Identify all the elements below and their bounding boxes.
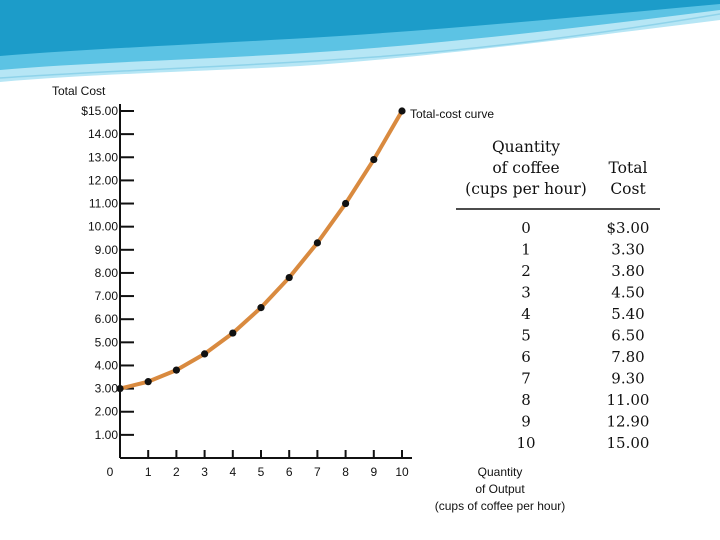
table-cell-quantity: 4 <box>521 305 531 323</box>
y-tick-label: 8.00 <box>95 266 119 280</box>
y-tick-label: 6.00 <box>95 312 119 326</box>
table-cell-quantity: 6 <box>521 348 531 366</box>
table-cell-total-cost: 3.80 <box>611 262 644 280</box>
data-point <box>313 239 321 247</box>
data-points <box>116 107 406 393</box>
table-cell-quantity: 0 <box>521 219 531 237</box>
y-tick-label: 13.00 <box>88 150 118 164</box>
table-cell-total-cost: 5.40 <box>611 305 644 323</box>
x-tick-label: 1 <box>145 465 152 479</box>
curve-annotation: Total-cost curve <box>410 107 494 121</box>
y-tick-label: 11.00 <box>89 197 118 211</box>
y-tick-label: 9.00 <box>95 243 119 257</box>
y-tick-label: 3.00 <box>95 382 119 396</box>
x-tick-label: 9 <box>370 465 377 479</box>
x-axis-label: Quantity of Output (cups of coffee per hou… <box>435 465 566 513</box>
data-point <box>144 378 152 386</box>
data-point <box>116 385 124 393</box>
table-header-total-cost: Cost <box>610 180 646 198</box>
x-tick-label: 3 <box>201 465 208 479</box>
cost-table: Quantity of coffee (cups per hour) Total Cos… <box>456 138 660 452</box>
table-cell-total-cost: 9.30 <box>611 370 644 388</box>
table-cell-total-cost: 12.90 <box>607 413 650 431</box>
slide-banner <box>0 0 720 82</box>
y-tick-label: 4.00 <box>95 358 119 372</box>
table-cell-quantity: 8 <box>521 391 531 409</box>
table-cell-total-cost: 15.00 <box>607 434 650 452</box>
x-axis-label-line: (cups of coffee per hour) <box>435 499 566 513</box>
x-tick-label: 0 <box>107 465 114 479</box>
x-tick-label: 2 <box>173 465 180 479</box>
data-point <box>285 273 293 282</box>
y-axis-label: Total Cost <box>52 84 106 98</box>
banner-wave-line <box>0 13 720 79</box>
data-point <box>398 107 406 115</box>
x-tick-label: 5 <box>258 465 265 479</box>
data-point <box>172 366 180 374</box>
y-tick-label: 7.00 <box>95 289 119 303</box>
y-tick-label: 5.00 <box>95 335 119 349</box>
x-tick-label: 8 <box>342 465 349 479</box>
x-tick-label: 10 <box>395 465 409 479</box>
axes <box>119 104 412 459</box>
y-tick-label: 1.00 <box>95 428 119 442</box>
y-tick-label: $15.00 <box>81 104 118 118</box>
data-point <box>257 304 265 312</box>
table-cell-quantity: 5 <box>521 327 531 345</box>
table-cell-quantity: 3 <box>521 284 531 302</box>
x-tick-label: 4 <box>229 465 236 479</box>
table-cell-quantity: 7 <box>521 370 531 388</box>
table-header-total-cost: Total <box>609 159 648 177</box>
table-cell-total-cost: 6.50 <box>611 327 644 345</box>
y-tick-label: 14.00 <box>88 127 118 141</box>
x-axis-label-line: Quantity <box>478 465 523 479</box>
y-ticks: 1.00 2.00 3.00 4.00 5.00 6.00 7.00 8.00 9.00 10.0… <box>81 104 134 442</box>
table-cell-total-cost: 4.50 <box>611 284 644 302</box>
x-ticks: 0 1 2 3 4 5 6 7 8 9 10 <box>107 450 409 479</box>
table-cell-total-cost: 3.30 <box>611 241 644 259</box>
table-header-quantity: Quantity <box>492 138 560 156</box>
table-cell-total-cost: 7.80 <box>611 348 644 366</box>
x-tick-label: 7 <box>314 465 321 479</box>
x-axis-label-line: of Output <box>475 482 525 496</box>
banner-wave-dark <box>0 0 720 56</box>
data-point <box>370 155 378 164</box>
table-cell-total-cost: 11.00 <box>607 391 650 409</box>
table-cell-quantity: 2 <box>521 262 531 280</box>
data-point <box>229 329 237 337</box>
table-header-quantity: of coffee <box>492 159 559 177</box>
y-tick-label: 12.00 <box>88 173 118 187</box>
table-cell-quantity: 1 <box>521 241 531 259</box>
data-point <box>342 199 350 208</box>
y-tick-label: 10.00 <box>88 220 118 234</box>
table-header-quantity: (cups per hour) <box>465 180 587 198</box>
table-cell-quantity: 10 <box>516 434 535 452</box>
table-cell-total-cost: $3.00 <box>607 219 650 237</box>
x-tick-label: 6 <box>286 465 293 479</box>
y-tick-label: 2.00 <box>95 405 119 419</box>
table-cell-quantity: 9 <box>521 413 531 431</box>
total-cost-curve <box>119 109 404 391</box>
data-point <box>201 350 209 358</box>
total-cost-line <box>119 109 404 391</box>
